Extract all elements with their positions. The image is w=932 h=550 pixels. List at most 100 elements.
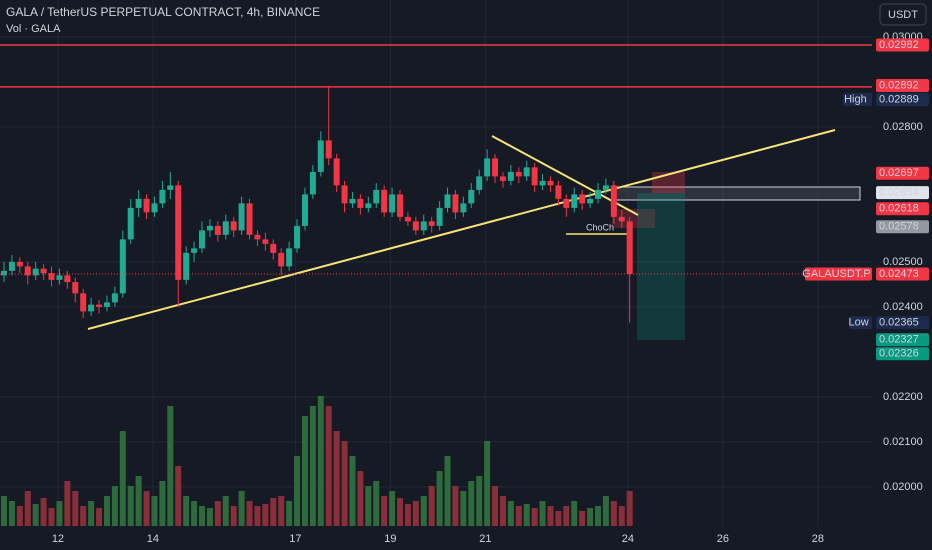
zone-box (612, 209, 655, 228)
candle-body (381, 189, 388, 213)
candle-body (191, 248, 198, 253)
candle-body (531, 167, 538, 186)
volume-bar (547, 506, 554, 526)
volume-bar (389, 491, 396, 526)
price-tag: Low (848, 317, 868, 329)
candle-body (555, 185, 562, 199)
candle-body (175, 185, 182, 280)
candle-body (499, 176, 506, 181)
candle-body (610, 185, 617, 217)
candle-body (397, 194, 403, 217)
price-label-box (876, 202, 929, 216)
price-tag-box (842, 92, 872, 106)
choch-label: ChoCh (586, 222, 614, 232)
price-label: 0.02654 (879, 186, 919, 198)
volume-bar (436, 471, 443, 526)
volume-bar (499, 496, 506, 526)
volume-bar (254, 506, 261, 526)
candle-body (64, 275, 71, 283)
candle-body (88, 304, 95, 312)
currency-button[interactable] (879, 3, 927, 26)
price-label-box (876, 267, 929, 281)
candle-body (523, 167, 530, 177)
volume-bar (381, 496, 388, 526)
x-tick-label: 21 (479, 533, 491, 545)
volume-bar (175, 466, 182, 526)
volume-bar (16, 506, 23, 526)
candle-body (436, 207, 443, 226)
volume-bar (579, 511, 586, 526)
volume-bar (325, 406, 332, 526)
volume-bar (587, 508, 594, 526)
candle-body (48, 273, 55, 280)
price-label-box (876, 333, 929, 347)
chart-title: GALA / TetherUS PERPETUAL CONTRACT, 4h, … (6, 5, 320, 19)
price-label: 0.02618 (879, 203, 919, 215)
price-label: 0.02326 (879, 348, 919, 360)
price-label: 0.02697 (879, 167, 919, 179)
volume-bar (143, 491, 150, 526)
price-tag: GALAUSDT.P (802, 268, 870, 280)
candle-body (1, 270, 7, 276)
price-label-box (876, 38, 929, 52)
volume-bar (262, 504, 269, 526)
candle-body (294, 225, 301, 249)
reward-zone (637, 193, 685, 340)
volume-bar (48, 508, 55, 526)
volume-bar (80, 506, 87, 526)
price-label-box (876, 186, 929, 200)
volume-bar (278, 496, 285, 526)
volume-bar (444, 456, 451, 526)
candle-body (309, 171, 316, 195)
volume-bar (618, 506, 625, 526)
volume-bar (412, 501, 419, 526)
volume-bar (222, 496, 229, 526)
candle-body (111, 293, 118, 303)
volume-bar (309, 406, 316, 526)
candle-body (547, 180, 554, 186)
volume-bar (563, 506, 570, 526)
candle-body (254, 234, 261, 240)
volume-bar (349, 456, 356, 526)
price-label: 0.02365 (879, 317, 919, 329)
candle-body (262, 239, 269, 244)
price-tag-box (805, 267, 872, 281)
volume-bar (523, 504, 530, 526)
volume-bar (468, 481, 475, 526)
volume-bar (1, 496, 7, 526)
candle-body (539, 180, 546, 186)
volume-bar (294, 456, 301, 526)
candle-body (563, 198, 570, 208)
candle-body (103, 302, 110, 307)
volume-bar (191, 501, 198, 526)
volume-bar (206, 508, 213, 526)
volume-bar (230, 506, 237, 526)
volume-bar (8, 501, 15, 526)
volume-bar (159, 481, 166, 526)
volume-bar (96, 508, 103, 526)
volume-bar (555, 511, 562, 526)
volume-bar (373, 481, 380, 526)
candle-body (24, 266, 31, 276)
candle-body (80, 293, 87, 312)
currency-label[interactable]: USDT (888, 9, 918, 21)
volume-bar (127, 486, 134, 526)
volume-bar (626, 491, 633, 526)
candle-body (444, 194, 451, 208)
candle-body (602, 185, 609, 190)
volume-bar (476, 476, 483, 526)
candle-body (420, 221, 427, 231)
candle-body (301, 194, 308, 226)
volume-bar (72, 491, 79, 526)
volume-bar (111, 486, 118, 526)
price-label-box (876, 347, 929, 361)
candle-body (587, 198, 594, 204)
candle-body (167, 185, 174, 190)
candle-body (484, 158, 491, 177)
volume-bar (357, 471, 364, 526)
volume-bar (119, 431, 126, 526)
y-tick-label: 0.02000 (883, 481, 923, 493)
candle-body (452, 194, 459, 213)
